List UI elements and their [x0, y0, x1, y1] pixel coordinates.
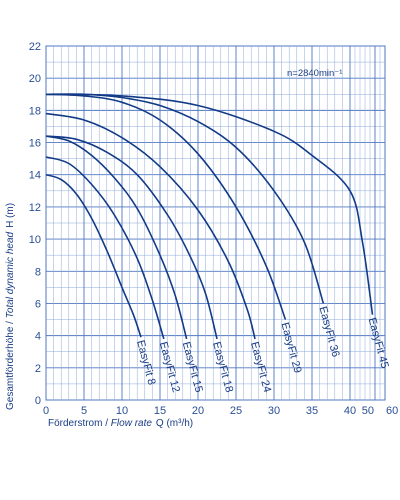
curve-easyfit-24 [45, 112, 256, 340]
curve-label: EasyFit 8 [134, 339, 157, 386]
y-axis-label: Gesamtförderhöhe / Total dynamic headH (… [5, 203, 16, 410]
grid [45, 45, 386, 401]
curve-label: EasyFit 45 [366, 316, 391, 369]
y-tick-label: 12 [29, 202, 41, 214]
y-tick-label: 16 [29, 138, 41, 150]
curve-label: EasyFit 36 [317, 305, 342, 358]
y-tick-label: 18 [29, 105, 41, 117]
curve-label: EasyFit 18 [210, 341, 235, 394]
curve-label: EasyFit 24 [248, 341, 273, 394]
curve-easyfit-18 [45, 135, 218, 340]
speed-note: n=2840min⁻¹ [287, 68, 342, 79]
y-tick-label: 6 [35, 299, 41, 311]
x-tick-label: 25 [230, 405, 242, 417]
x-tick-label: 40 [344, 405, 356, 417]
x-tick-label: 35 [306, 405, 318, 417]
curve-easyfit-29 [45, 93, 287, 320]
curve-label: EasyFit 12 [157, 341, 182, 394]
x-tick-label: 15 [154, 405, 166, 417]
curve-label: EasyFit 29 [279, 321, 304, 374]
x-tick-label: 50 [362, 405, 374, 417]
y-tick-label: 2 [35, 363, 41, 375]
curve-easyfit-12 [45, 156, 165, 340]
x-tick-label: 60 [386, 405, 398, 417]
curve-easyfit-15 [45, 135, 188, 340]
y-tick-label: 0 [35, 395, 41, 407]
y-tick-label: 14 [29, 170, 41, 182]
x-ticks: 0 5 10 15 20 25 30 35 40 50 60 [43, 405, 398, 417]
y-tick-label: 22 [29, 41, 41, 53]
x-tick-label: 5 [81, 405, 87, 417]
y-tick-label: 10 [29, 234, 41, 246]
x-tick-label: 0 [43, 405, 49, 417]
x-axis-label: Förderstrom / Flow rate Q (m³/h) [48, 418, 193, 429]
y-tick-label: 20 [29, 73, 41, 85]
curve-easyfit-8 [45, 173, 142, 338]
y-tick-label: 8 [35, 266, 41, 278]
x-tick-label: 30 [268, 405, 280, 417]
curve-label: EasyFit 15 [180, 341, 205, 394]
x-tick-label: 10 [116, 405, 128, 417]
x-tick-label: 20 [192, 405, 204, 417]
y-ticks: 0 2 4 6 8 10 12 14 16 18 20 22 [29, 41, 41, 407]
y-tick-label: 4 [35, 331, 41, 343]
curve-easyfit-45 [45, 93, 374, 315]
curves [45, 93, 374, 340]
